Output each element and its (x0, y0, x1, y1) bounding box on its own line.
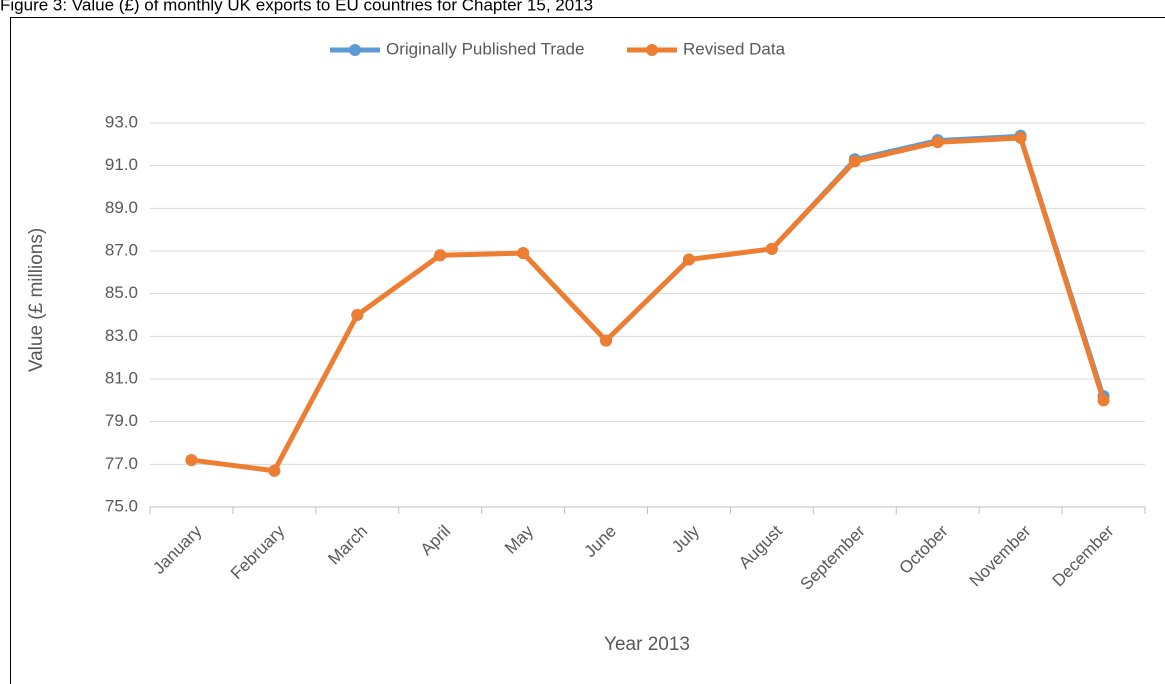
series-marker (1014, 131, 1027, 144)
chart-title: Figure 3: Value (£) of monthly UK export… (0, 0, 593, 14)
series-marker (600, 334, 613, 347)
x-tick-label: January (149, 521, 206, 578)
y-tick-label: 85.0 (105, 283, 138, 302)
x-tick-label: August (735, 521, 786, 572)
x-tick-label: September (797, 521, 869, 593)
series-line (191, 135, 1106, 474)
x-tick-label: April (417, 522, 454, 559)
chart-border (10, 17, 1165, 684)
series-marker (1097, 394, 1110, 407)
legend-marker (349, 44, 361, 56)
series-marker (434, 249, 447, 262)
y-tick-label: 89.0 (105, 198, 138, 217)
y-tick-label: 83.0 (105, 326, 138, 345)
legend-label: Revised Data (683, 39, 786, 58)
series-marker (765, 242, 778, 255)
y-tick-label: 75.0 (105, 496, 138, 515)
x-tick-label: May (501, 521, 537, 557)
y-tick-label: 81.0 (105, 368, 138, 387)
y-tick-label: 93.0 (105, 112, 138, 131)
y-tick-label: 77.0 (105, 454, 138, 473)
x-tick-label: November (966, 521, 1035, 590)
legend-marker (646, 44, 658, 56)
y-tick-label: 91.0 (105, 155, 138, 174)
legend-label: Originally Published Trade (386, 39, 584, 58)
series-marker (185, 454, 198, 467)
x-tick-label: June (581, 522, 621, 562)
series-marker (268, 464, 281, 477)
x-tick-label: February (227, 521, 289, 583)
x-tick-label: October (896, 521, 952, 577)
y-axis-title: Value (£ millions) (26, 228, 47, 372)
x-tick-label: July (668, 521, 703, 556)
x-tick-label: March (324, 522, 371, 569)
y-tick-label: 79.0 (105, 411, 138, 430)
series-marker (682, 253, 695, 266)
series-marker (931, 136, 944, 149)
x-axis-title: Year 2013 (604, 634, 690, 655)
series-marker (351, 309, 364, 321)
series-marker (517, 247, 530, 260)
x-tick-label: December (1049, 521, 1118, 590)
y-tick-label: 87.0 (105, 240, 138, 259)
series-marker (848, 155, 861, 168)
